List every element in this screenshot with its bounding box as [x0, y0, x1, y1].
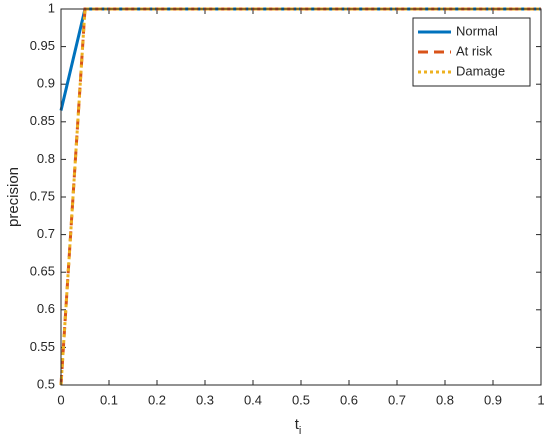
x-tick-label: 0.9	[484, 392, 502, 407]
x-axis-label-main: t	[295, 416, 300, 433]
x-tick-label: 0.3	[196, 392, 214, 407]
y-tick-label: 0.6	[37, 301, 55, 316]
x-tick-label: 0.2	[148, 392, 166, 407]
plot-frame	[60, 8, 542, 386]
y-axis-label: precision	[5, 167, 22, 227]
x-tick-label: 0.8	[436, 392, 454, 407]
x-tick-label: 1	[537, 392, 544, 407]
y-tick-label: 0.95	[30, 38, 55, 53]
x-tick-label: 0.7	[388, 392, 406, 407]
x-axis-label-subscript: i	[299, 425, 301, 437]
y-tick-label: 0.55	[30, 339, 55, 354]
legend-label: At risk	[456, 43, 493, 58]
x-tick-label: 0.1	[100, 392, 118, 407]
y-tick-label: 0.65	[30, 264, 55, 279]
y-tick-label: 0.8	[37, 151, 55, 166]
legend-box	[412, 17, 531, 87]
x-axis-label: ti	[295, 416, 302, 437]
x-tick-label: 0	[57, 392, 64, 407]
x-tick-label: 0.4	[244, 392, 262, 407]
legend-label: Damage	[456, 63, 505, 78]
x-tick-label: 0.6	[340, 392, 358, 407]
y-tick-label: 0.7	[37, 226, 55, 241]
y-tick-label: 1	[48, 0, 55, 15]
y-tick-label: 0.9	[37, 76, 55, 91]
y-tick-label: 0.85	[30, 113, 55, 128]
legend-label: Normal	[456, 23, 498, 38]
y-tick-label: 0.5	[37, 376, 55, 391]
y-tick-label: 0.75	[30, 188, 55, 203]
x-tick-label: 0.5	[292, 392, 310, 407]
